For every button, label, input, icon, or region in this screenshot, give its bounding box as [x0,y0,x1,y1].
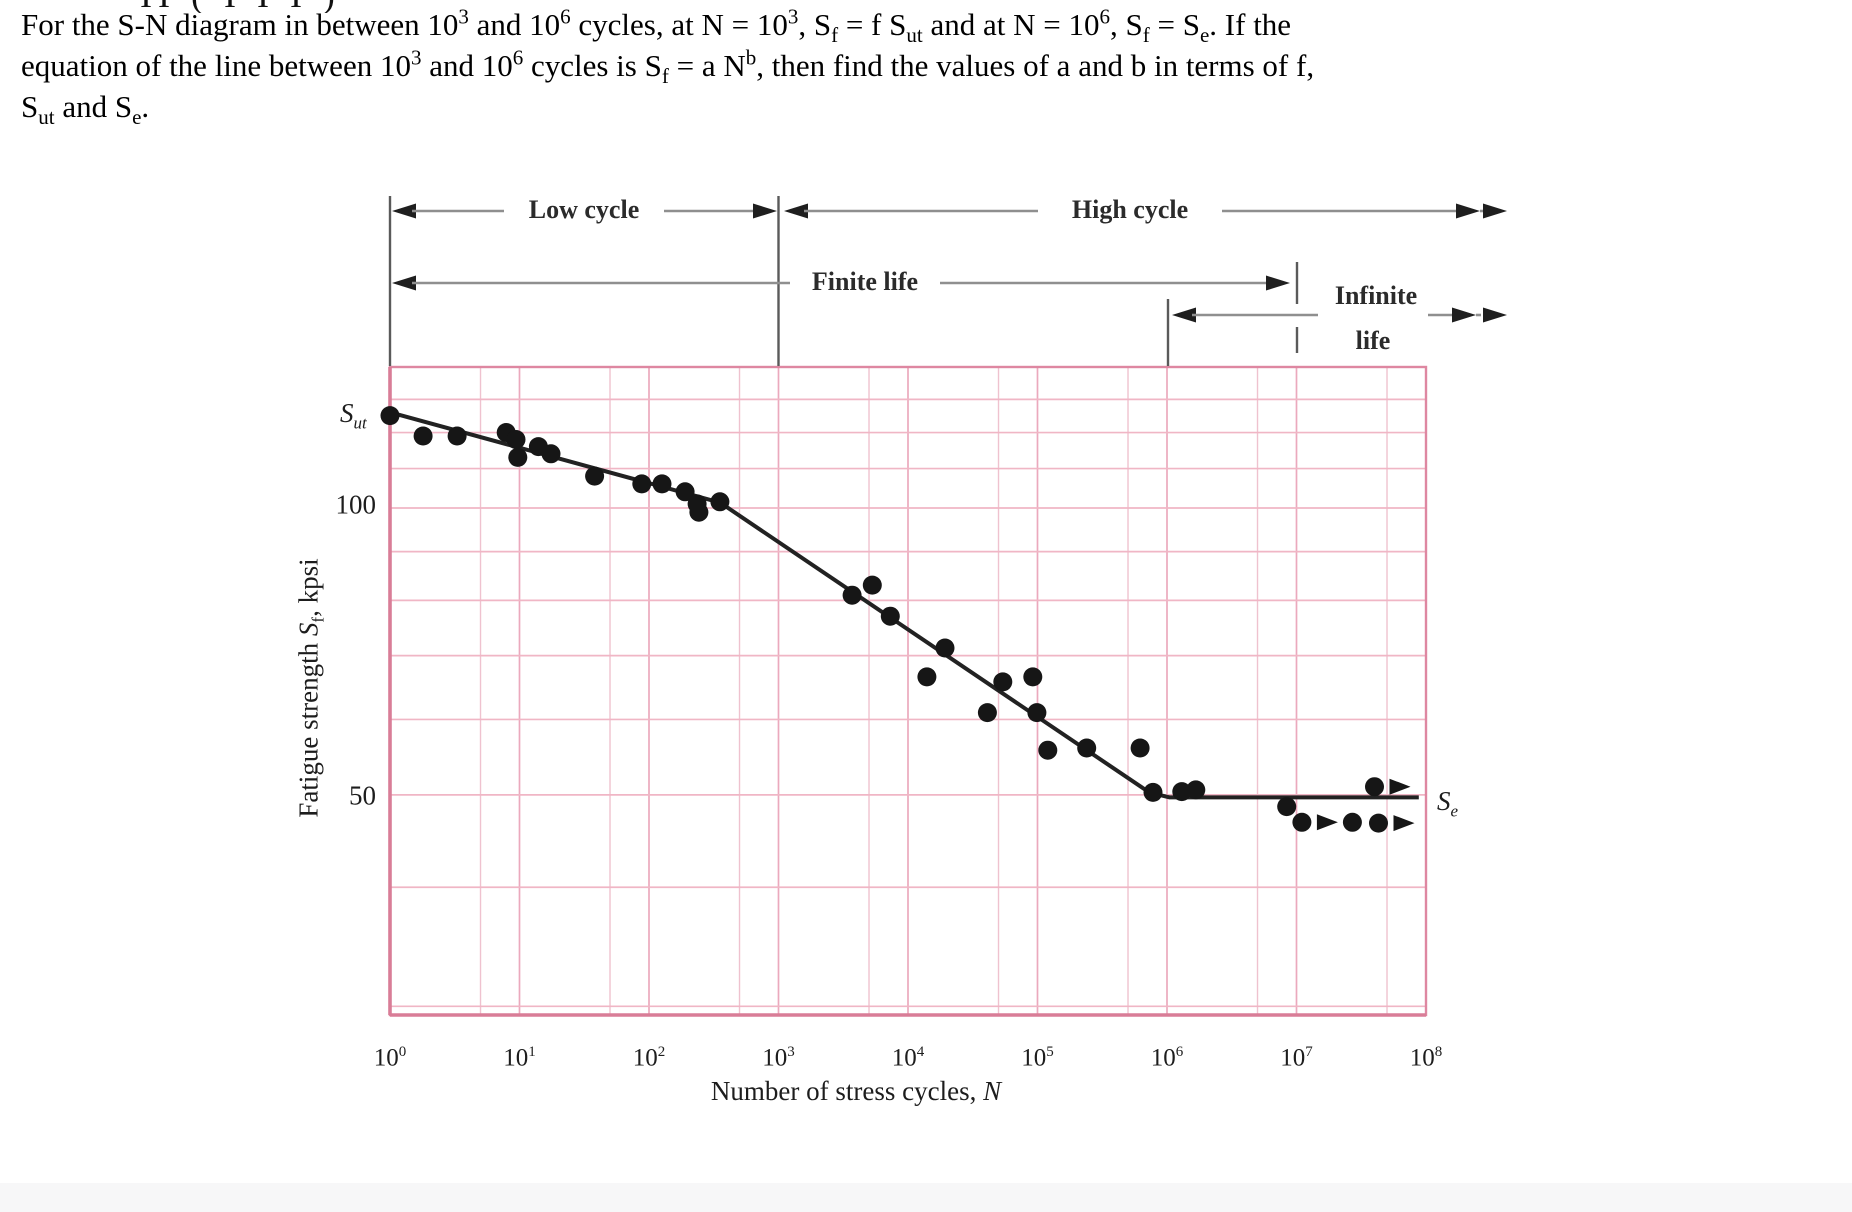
arrowhead-left-icon [392,203,416,219]
y-axis-title-symbol: S [293,622,324,637]
x-tick-label: 105 [1021,1044,1054,1072]
data-point [862,575,882,595]
arrowhead-left-icon [1172,307,1196,323]
finite-life-label: Finite life [811,267,919,296]
x-tick-label: 102 [632,1044,666,1072]
sut-label: Sut [340,398,367,433]
data-point [689,502,709,522]
se-symbol: S [1437,786,1451,816]
x-tick-label: 108 [1409,1044,1443,1072]
data-point [508,447,528,467]
x-axis-title: Number of stress cycles, N [711,1076,1001,1107]
data-point [632,474,652,494]
data-point [977,703,997,723]
runout-arrow-icon [1316,814,1338,831]
runout-arrow-icon [1393,815,1415,832]
data-point [1027,703,1047,723]
data-point [1292,812,1312,832]
data-point [710,492,730,512]
x-tick-label: 100 [373,1044,407,1072]
data-point [1186,780,1206,800]
infinite-life-label-line1: Infinite [1334,281,1418,310]
data-point [541,444,561,464]
arrowhead-right-icon [1483,203,1507,219]
data-point [1342,812,1362,832]
high-cycle-label: High cycle [1071,195,1189,224]
data-point [1365,777,1384,797]
x-tick-label: 107 [1280,1044,1313,1072]
data-point [1277,797,1297,817]
sut-symbol: S [340,398,354,428]
data-point [1172,782,1192,802]
x-tick-label: 104 [891,1044,925,1072]
problem-statement-line: Sut and Se. [21,89,150,130]
data-point [935,638,955,658]
data-point [675,482,695,502]
cropped-text-fragment: II ( I I I ) [140,0,341,13]
data-point [652,474,672,494]
problem-statement-line: For the S-N diagram in between 103 and 1… [21,4,1292,48]
data-point [447,426,467,446]
y-axis-title-subscript: f [308,616,328,623]
arrowhead-left-icon [392,275,416,291]
arrowhead-right-icon [753,203,777,219]
data-point [917,667,937,687]
x-axis-title-text: Number of stress cycles, [710,1076,984,1106]
data-point [1369,813,1388,833]
runout-arrow-icon [1389,778,1411,795]
data-point [993,672,1013,692]
arrowhead-right-icon [1452,307,1476,323]
data-point [880,606,900,626]
se-label: Se [1437,786,1458,821]
x-axis-title-symbol: N [983,1076,1002,1106]
y-axis-title-units: , kpsi [293,558,324,617]
arrowhead-right-icon [1456,203,1480,219]
arrowhead-left-icon [784,203,808,219]
problem-statement-line: equation of the line between 103 and 106… [21,45,1315,89]
problem-statement: For the S-N diagram in between 103 and 1… [21,4,1836,130]
data-point [1143,782,1163,802]
data-point [1038,740,1058,760]
data-point [1077,738,1097,758]
data-point [842,585,862,605]
x-tick-label: 101 [503,1044,536,1072]
x-tick-label: 106 [1150,1044,1184,1072]
data-point [506,430,526,449]
data-point [413,426,433,446]
data-point [1130,738,1150,758]
data-point [585,466,605,486]
y-tick-100: 100 [335,489,377,520]
y-tick-50: 50 [349,780,376,811]
infinite-life-label-line2: life [1355,326,1391,355]
arrowhead-right-icon [1483,307,1507,323]
x-tick-label: 103 [762,1044,795,1072]
sut-subscript: ut [353,413,367,433]
data-point [380,406,400,426]
footer-band [0,1183,1852,1212]
data-point [1023,667,1043,687]
sn-curve [389,410,1419,800]
arrowhead-right-icon [1266,275,1290,291]
y-axis-title: Fatigue strength Sf, kpsi [293,558,328,817]
se-subscript: e [1450,801,1459,821]
y-axis-title-text: Fatigue strength [293,636,324,818]
cropped-text-artifact: II ( I I I ) [140,0,560,13]
low-cycle-label: Low cycle [528,195,640,224]
